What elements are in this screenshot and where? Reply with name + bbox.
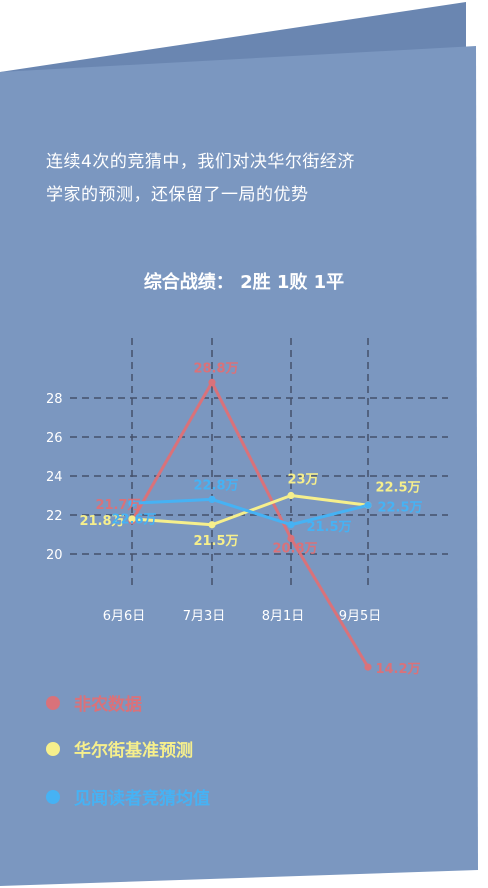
legend-dot-readers	[46, 790, 60, 804]
data-label-wallstreet-0: 21.8万	[79, 514, 124, 529]
series-line-readers	[131, 497, 369, 527]
intro-line-2: 学家的预测，还保留了一局的优势	[46, 185, 309, 205]
point-readers-1	[208, 495, 216, 503]
card-front	[0, 46, 478, 886]
data-label-readers-1: 22.8万	[193, 478, 238, 493]
x-tick-label-2: 8月1日	[262, 609, 305, 624]
data-label-readers-2: 21.5万	[306, 520, 351, 535]
data-label-nonfarm-2: 20.8万	[272, 541, 317, 556]
y-tick-label-22: 22	[46, 509, 63, 524]
point-readers-3	[364, 501, 372, 509]
point-readers-2	[287, 521, 295, 529]
point-nonfarm-1	[208, 378, 216, 386]
x-tick-label-0: 6月6日	[103, 609, 146, 624]
y-tick-label-26: 26	[46, 431, 63, 446]
data-label-nonfarm-1: 28.8万	[193, 361, 238, 376]
data-label-wallstreet-3: 22.5万	[375, 480, 420, 495]
point-wallstreet-2	[287, 491, 295, 500]
data-label-readers-3: 22.5万	[377, 500, 422, 515]
intro-text: 连续4次的竞猜中，我们对决华尔街经济 学家的预测，还保留了一局的优势	[46, 146, 466, 212]
data-label-readers-0: 22.6万	[111, 512, 156, 527]
series-line-wallstreet	[131, 494, 369, 527]
y-tick-label-28: 28	[46, 392, 63, 407]
y-tick-label-20: 20	[46, 548, 63, 563]
point-wallstreet-1	[208, 521, 216, 529]
legend-dot-wallstreet	[46, 742, 60, 756]
point-nonfarm-2	[287, 534, 295, 543]
data-label-nonfarm-3: 14.2万	[375, 662, 420, 677]
series-line-nonfarm	[130, 380, 370, 668]
intro-line-1: 连续4次的竞猜中，我们对决华尔街经济	[46, 152, 355, 172]
data-label-nonfarm-0: 21.7万	[95, 498, 140, 513]
legend-label-nonfarm: 非农数据	[74, 695, 142, 715]
legend-label-readers: 见闻读者竞猜均值	[74, 789, 210, 809]
x-tick-label-1: 7月3日	[183, 609, 226, 624]
point-nonfarm-3	[364, 663, 372, 671]
overall-record: 综合战绩： 2胜 1败 1平	[143, 272, 345, 293]
y-tick-label-24: 24	[46, 470, 63, 485]
x-tick-label-3: 9月5日	[339, 609, 382, 624]
data-label-wallstreet-2: 23万	[287, 473, 318, 488]
point-wallstreet-0	[128, 515, 136, 523]
legend-dot-nonfarm	[46, 696, 60, 710]
data-label-wallstreet-1: 21.5万	[193, 534, 238, 549]
point-readers-0	[128, 499, 136, 507]
legend-label-wallstreet: 华尔街基准预测	[74, 741, 193, 761]
